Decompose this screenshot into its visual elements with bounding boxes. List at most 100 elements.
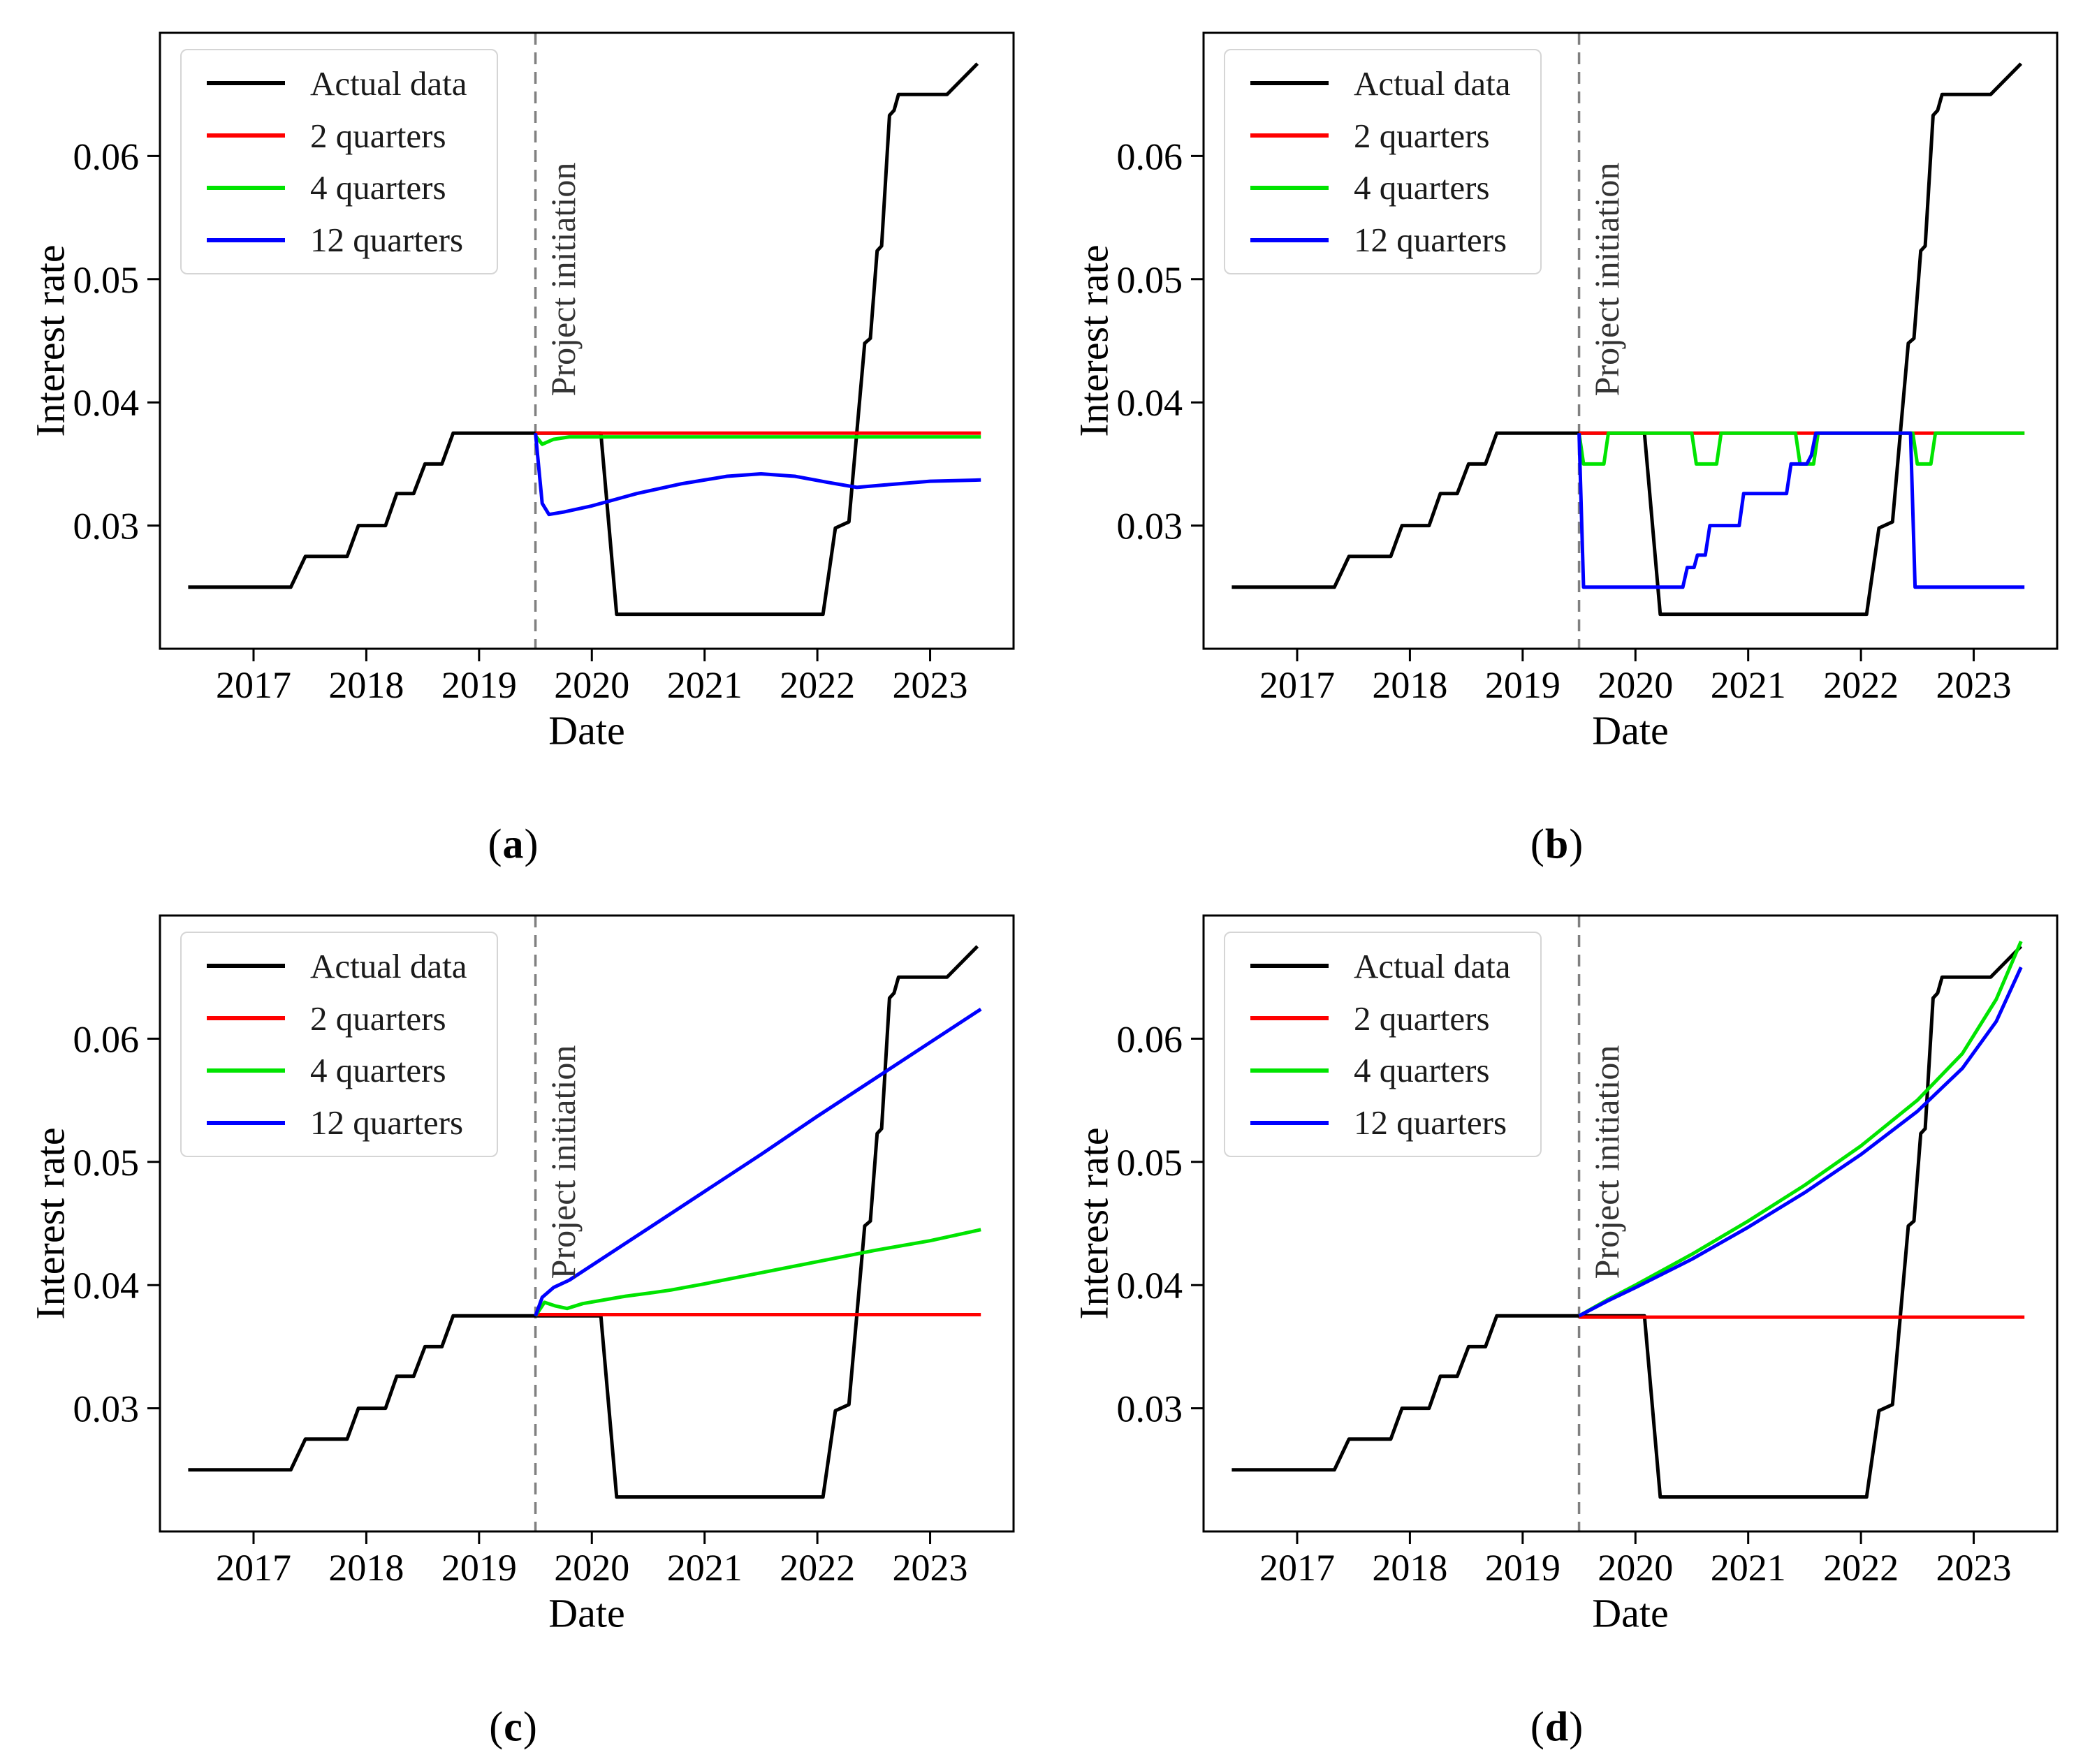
caption-paren: ( [489, 1703, 504, 1750]
y-tick-label: 0.04 [1117, 1265, 1183, 1307]
legend-item-4-quarters: 4 quarters [182, 1053, 497, 1087]
y-tick-label: 0.06 [73, 135, 140, 177]
x-tick-label: 2022 [1823, 1547, 1899, 1589]
legend-item-12-quarters: 12 quarters [1225, 1105, 1540, 1140]
x-tick-label: 2018 [1372, 664, 1447, 706]
legend-swatch-12-quarters [207, 1120, 285, 1125]
legend-swatch-4-quarters [1250, 1068, 1329, 1073]
chart-canvas-c: 2017 2018 2019 2020 2021 2022 2023 0.03 0.04 0.05… [73, 914, 1015, 1589]
y-tick-label: 0.06 [1117, 1018, 1183, 1060]
caption-paren: ( [488, 821, 503, 867]
x-tick-label: 2022 [1823, 664, 1899, 706]
chart-canvas-a: 2017 2018 2019 2020 2021 2022 2023 0.03 0.04 0.05… [73, 31, 1015, 706]
legend-swatch-12-quarters [207, 237, 285, 242]
legend-swatch-actual-data [1250, 964, 1329, 969]
project-initiation-annotation: Project initiation [1587, 1045, 1626, 1279]
x-tick-label: 2023 [1936, 664, 2012, 706]
legend: Actual data 2 quarters 4 quarters 12 qua… [1224, 932, 1542, 1157]
legend-swatch-actual-data [207, 81, 285, 86]
legend-item-2-quarters: 2 quarters [1225, 119, 1540, 153]
legend-label: 4 quarters [1354, 1051, 1490, 1090]
legend-label: 12 quarters [1354, 221, 1507, 260]
caption-paren: ) [1569, 1703, 1584, 1750]
x-tick-label: 2021 [1711, 1547, 1786, 1589]
series-line-actual-data [188, 945, 979, 1499]
legend-item-4-quarters: 4 quarters [1225, 170, 1540, 205]
series-line-actual-data [1231, 945, 2023, 1499]
legend-label: Actual data [310, 946, 467, 985]
y-axis-label: Interest rate [1071, 244, 1117, 437]
y-axis-label: Interest rate [27, 1127, 73, 1320]
y-tick-label: 0.04 [73, 382, 140, 424]
y-axis-label: Interest rate [1071, 1127, 1117, 1320]
subplot-b: 2017 2018 2019 2020 2021 2022 2023 0.03 0.04 0.05… [1044, 0, 2083, 881]
legend-label: 4 quarters [310, 1051, 446, 1090]
legend-item-12-quarters: 12 quarters [182, 1105, 497, 1140]
y-tick-label: 0.04 [1117, 382, 1183, 424]
series-line-4-quarters [534, 1228, 981, 1317]
subplot-d: 2017 2018 2019 2020 2021 2022 2023 0.03 0.04 0.05… [1044, 883, 2083, 1764]
series-line-4-quarters [534, 434, 981, 446]
legend-swatch-12-quarters [1250, 237, 1329, 242]
legend-item-4-quarters: 4 quarters [182, 170, 497, 205]
legend-label: 2 quarters [310, 116, 446, 155]
legend-swatch-actual-data [207, 964, 285, 969]
x-tick-label: 2021 [667, 1547, 743, 1589]
x-tick-label: 2018 [328, 1547, 404, 1589]
series-line-12-quarters [534, 433, 981, 517]
x-tick-label: 2021 [1711, 664, 1786, 706]
x-tick-label: 2018 [1372, 1547, 1447, 1589]
legend-item-actual-data: Actual data [182, 949, 497, 983]
caption-paren: ) [524, 821, 539, 867]
y-tick-label: 0.05 [1117, 259, 1183, 301]
y-tick-label: 0.03 [73, 1388, 140, 1430]
caption-letter: c [504, 1703, 523, 1750]
x-tick-label: 2019 [1485, 1547, 1561, 1589]
project-initiation-annotation: Project initiation [543, 1045, 583, 1279]
caption-paren: ) [1569, 821, 1584, 867]
project-initiation-annotation: Project initiation [1587, 162, 1626, 397]
x-axis-label: Date [1592, 707, 1669, 754]
caption-paren: ( [1530, 1703, 1545, 1750]
project-initiation-annotation: Project initiation [543, 162, 583, 397]
subplot-caption-c: (c) [489, 1703, 538, 1751]
y-tick-label: 0.03 [1117, 506, 1183, 547]
legend-swatch-4-quarters [1250, 185, 1329, 190]
subplot-caption-d: (d) [1530, 1703, 1584, 1751]
legend-swatch-actual-data [1250, 81, 1329, 86]
subplot-caption-b: (b) [1530, 821, 1584, 869]
legend-label: 4 quarters [310, 168, 446, 207]
series-line-actual-data [1231, 62, 2023, 617]
x-axis-label: Date [548, 1590, 625, 1636]
y-tick-label: 0.05 [73, 259, 140, 301]
x-tick-label: 2019 [441, 664, 517, 706]
legend-swatch-12-quarters [1250, 1120, 1329, 1125]
x-tick-label: 2022 [780, 1547, 855, 1589]
legend-label: Actual data [1354, 64, 1511, 103]
x-tick-label: 2023 [1936, 1547, 2012, 1589]
x-tick-label: 2018 [328, 664, 404, 706]
legend-item-2-quarters: 2 quarters [182, 1001, 497, 1036]
caption-letter: a [502, 821, 525, 867]
legend-item-12-quarters: 12 quarters [1225, 223, 1540, 257]
series-line-4-quarters [1577, 431, 2025, 466]
legend-label: Actual data [1354, 946, 1511, 985]
y-tick-label: 0.04 [73, 1265, 140, 1307]
legend-item-actual-data: Actual data [1225, 66, 1540, 101]
legend: Actual data 2 quarters 4 quarters 12 qua… [1224, 49, 1542, 274]
legend-swatch-4-quarters [207, 185, 285, 190]
legend-swatch-2-quarters [1250, 1016, 1329, 1021]
legend: Actual data 2 quarters 4 quarters 12 qua… [180, 932, 498, 1157]
x-tick-label: 2017 [1259, 1547, 1335, 1589]
x-tick-label: 2022 [780, 664, 855, 706]
legend-item-4-quarters: 4 quarters [1225, 1053, 1540, 1087]
plot-frame [159, 31, 1015, 650]
plot-frame [159, 914, 1015, 1533]
legend-label: 2 quarters [310, 999, 446, 1038]
x-tick-label: 2017 [216, 1547, 291, 1589]
legend-swatch-4-quarters [207, 1068, 285, 1073]
series-line-12-quarters [1578, 966, 2023, 1318]
series-line-12-quarters [534, 1008, 982, 1317]
legend-item-2-quarters: 2 quarters [182, 119, 497, 153]
